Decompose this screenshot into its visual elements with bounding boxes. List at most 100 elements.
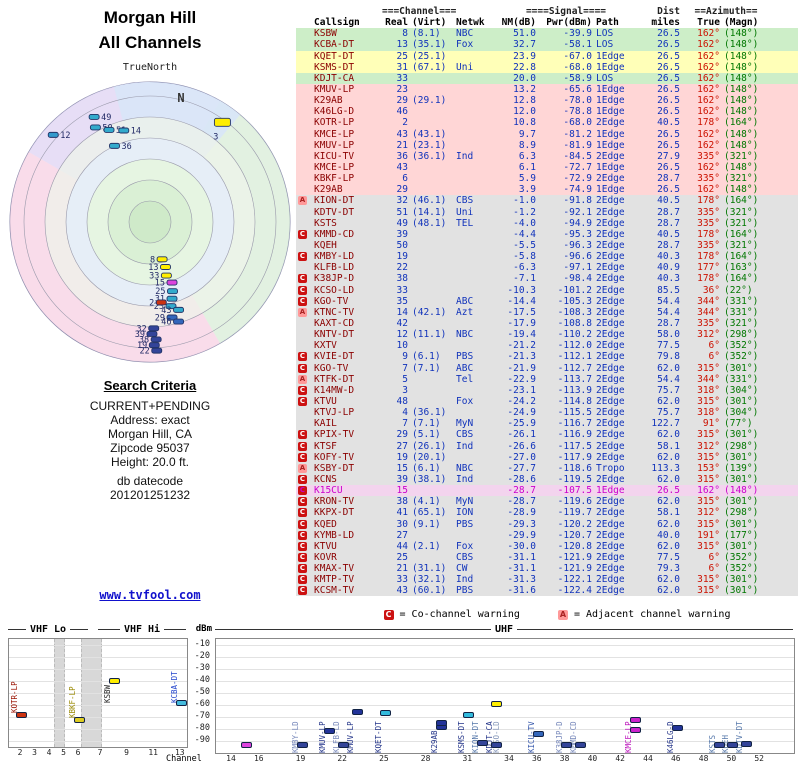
table-row: C KTVU 48 Fox -24.2 -114.8 2Edge 62.0 315° (301°) xyxy=(296,395,798,408)
callsign-cell: KQED xyxy=(314,518,337,530)
gridline xyxy=(9,681,187,682)
distance-cell: 26.5 xyxy=(657,95,680,107)
azimuth-magnetic-cell: (301°) xyxy=(724,585,759,597)
col-virt: (Virt) xyxy=(412,17,447,29)
channel-tick-label: 34 xyxy=(504,754,514,763)
azimuth-magnetic-cell: (304°) xyxy=(724,384,759,396)
warning-flag: C xyxy=(298,430,310,440)
callsign-cell: KXTV xyxy=(314,340,337,352)
radar-marker-label: 15 xyxy=(155,279,165,289)
virtual-channel-cell: (36.1) xyxy=(412,407,447,419)
table-row: K46LG-D 46 12.0 -78.8 1Edge 26.5 162° (148°) xyxy=(296,106,798,118)
power-cell: -74.9 xyxy=(563,184,592,196)
signal-marker-KCBA-DT xyxy=(175,699,187,706)
col-netwk: Netwk xyxy=(456,17,485,29)
warning-flag: C xyxy=(298,552,310,562)
azimuth-true-cell: 6° xyxy=(708,351,720,363)
radar-marker-label: 14 xyxy=(131,126,141,136)
nm-cell: -14.4 xyxy=(507,295,536,307)
table-row: C KQED 30 (9.1) PBS -29.3 -120.2 2Edge 62.0 315° (… xyxy=(296,518,798,530)
path-cell: 2Edge xyxy=(596,518,625,530)
callsign-cell: KMAX-TV xyxy=(314,563,355,575)
power-cell: -65.6 xyxy=(563,84,592,96)
callsign-cell: KMCE-LP xyxy=(314,128,355,140)
azimuth-magnetic-cell: (331°) xyxy=(724,373,759,385)
warning-flag: C xyxy=(298,229,310,239)
network-cell: CW xyxy=(456,563,468,575)
co-channel-warning-icon: C xyxy=(298,541,307,551)
channel-tick-label: 44 xyxy=(643,754,653,763)
co-channel-warning-icon: C xyxy=(298,452,307,462)
network-cell: Ind xyxy=(456,574,474,586)
nm-cell: -26.6 xyxy=(507,440,536,452)
warning-flag: A xyxy=(298,196,310,206)
gridline xyxy=(216,645,794,646)
power-cell: -121.9 xyxy=(557,563,592,575)
nm-cell: -21.9 xyxy=(507,362,536,374)
callsign-cell: KLFB-LD xyxy=(314,262,355,274)
gridline xyxy=(9,693,187,694)
warning-flag: C xyxy=(298,274,310,284)
distance-cell: 40.0 xyxy=(657,529,680,541)
radar-marker-label: 29 xyxy=(155,313,165,323)
nm-cell: -6.3 xyxy=(513,262,536,274)
col-callsign: Callsign xyxy=(314,17,360,29)
channel-tick-label: 16 xyxy=(253,754,264,763)
criteria-line: Zipcode 95037 xyxy=(110,441,190,455)
tvfool-link[interactable]: www.tvfool.com xyxy=(99,588,201,602)
table-row: C KMTP-TV 33 (32.1) Ind -31.3 -122.1 2Edge 62.0 3… xyxy=(296,574,798,586)
path-cell: 2Edge xyxy=(596,384,625,396)
path-cell: 2Edge xyxy=(596,262,625,274)
dist-group-header: Dist xyxy=(657,6,680,18)
real-channel-cell: 4 xyxy=(402,407,408,419)
callsign-cell: KMCE-LP xyxy=(314,162,355,174)
azimuth-true-cell: 315° xyxy=(697,395,720,407)
radar-marker-label: 8 xyxy=(150,255,155,265)
radar-marker-49 xyxy=(88,113,100,120)
power-cell: -91.8 xyxy=(563,195,592,207)
azimuth-magnetic-cell: (321°) xyxy=(724,217,759,229)
azimuth-true-cell: 178° xyxy=(697,251,720,263)
azimuth-magnetic-cell: (304°) xyxy=(724,407,759,419)
power-cell: -97.1 xyxy=(563,262,592,274)
nm-cell: 5.9 xyxy=(518,173,536,185)
network-cell: PBS xyxy=(456,518,474,530)
co-channel-warning-icon: C xyxy=(298,519,307,529)
warning-flag: C xyxy=(298,575,310,585)
path-cell: 2Edge xyxy=(596,306,625,318)
radar-marker-label: 33 xyxy=(149,272,159,282)
real-channel-cell: 41 xyxy=(396,507,408,519)
path-cell: 2Edge xyxy=(596,117,625,129)
path-cell: 2Edge xyxy=(596,563,625,575)
warning-flag: C xyxy=(298,285,310,295)
real-channel-cell: 39 xyxy=(396,228,408,240)
nm-cell: -27.7 xyxy=(507,462,536,474)
callsign-cell: KTVU xyxy=(314,395,337,407)
network-cell: PBS xyxy=(456,351,474,363)
real-channel-cell: 42 xyxy=(396,318,408,329)
col-pwr: Pwr(dBm) xyxy=(546,17,592,29)
radar-marker-25 xyxy=(167,288,178,295)
signal-marker-K38JP-D xyxy=(560,742,572,748)
network-cell: ION xyxy=(456,507,474,519)
azimuth-true-cell: 177° xyxy=(697,262,720,274)
dbm-tick-label: -80 xyxy=(194,723,210,733)
table-row: KMUV-LP 23 13.2 -65.6 1Edge 26.5 162° (148°) xyxy=(296,83,798,96)
vhf-signal-chart: KOTR-LP KBKF-LP KSBW KCBA-DT xyxy=(8,638,188,748)
warning-flag: A xyxy=(298,374,310,384)
azimuth-true-cell: 344° xyxy=(697,295,720,307)
table-row: C KMMD-CD 39 -4.4 -95.3 2Edge 40.5 178° (164°) xyxy=(296,228,798,240)
nm-cell: -24.2 xyxy=(507,395,536,407)
power-cell: -78.0 xyxy=(563,95,592,107)
table-row: A KTNC-TV 14 (42.1) Azt -17.5 -108.3 2Edge 54.4 3… xyxy=(296,306,798,318)
signal-label-KOTR-LP: KOTR-LP xyxy=(10,680,19,713)
co-channel-warning-icon: C xyxy=(298,296,307,306)
distance-cell: 26.5 xyxy=(657,72,680,84)
path-cell: 2Edge xyxy=(596,340,625,352)
path-cell: 2Edge xyxy=(596,529,625,541)
path-cell: 2Edge xyxy=(596,574,625,586)
table-row: C KMBY-LD 19 -5.8 -96.6 2Edge 40.3 178° (164°) xyxy=(296,251,798,263)
virtual-channel-cell: (38.1) xyxy=(412,473,447,485)
table-row: C K15CU 15 -28.7 -107.5 1Edge 26.5 162° (148°) xyxy=(296,485,798,497)
signal-marker-KSTS xyxy=(713,742,725,748)
